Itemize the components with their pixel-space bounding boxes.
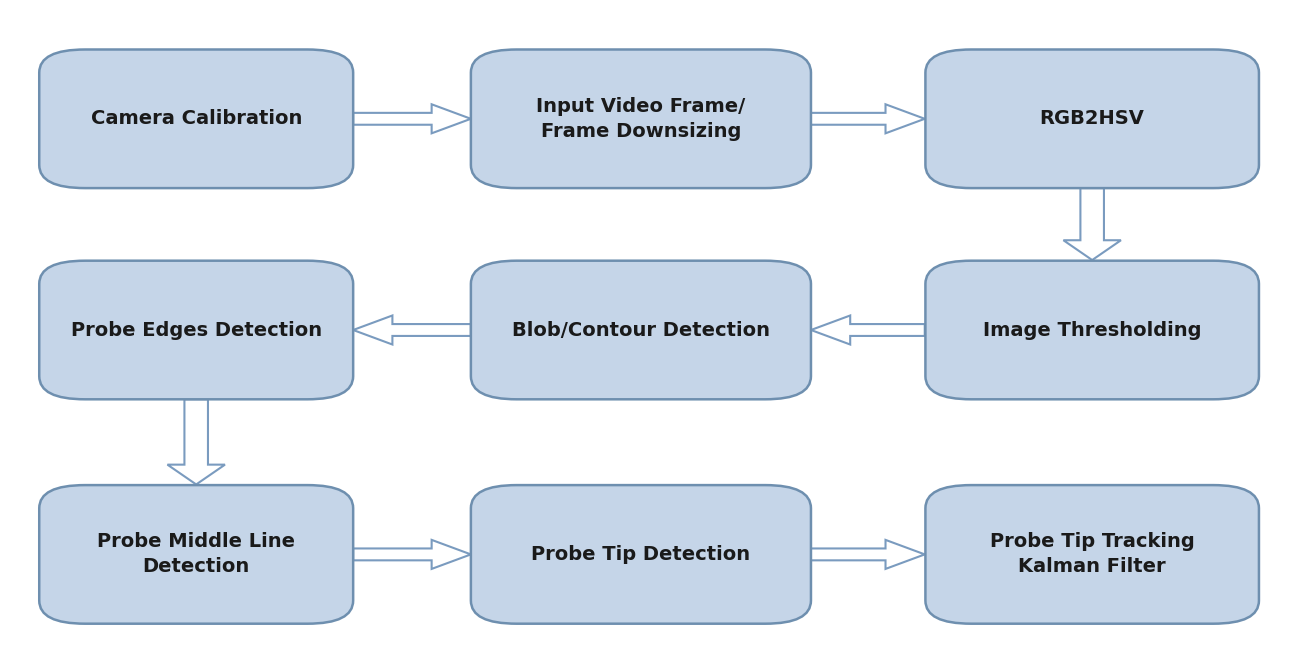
FancyBboxPatch shape	[926, 485, 1258, 624]
Text: RGB2HSV: RGB2HSV	[1040, 110, 1144, 128]
Text: Probe Tip Detection: Probe Tip Detection	[531, 545, 751, 564]
Text: Blob/Contour Detection: Blob/Contour Detection	[511, 321, 770, 339]
Text: Probe Edges Detection: Probe Edges Detection	[71, 321, 322, 339]
Polygon shape	[811, 540, 925, 569]
FancyBboxPatch shape	[926, 261, 1258, 399]
Polygon shape	[1063, 188, 1121, 260]
Polygon shape	[167, 399, 225, 484]
Text: Image Thresholding: Image Thresholding	[982, 321, 1202, 339]
Text: Probe Tip Tracking
Kalman Filter: Probe Tip Tracking Kalman Filter	[990, 533, 1194, 576]
Polygon shape	[353, 104, 471, 133]
FancyBboxPatch shape	[39, 485, 353, 624]
Text: Camera Calibration: Camera Calibration	[90, 110, 302, 128]
Polygon shape	[353, 540, 471, 569]
Text: Input Video Frame/
Frame Downsizing: Input Video Frame/ Frame Downsizing	[536, 97, 746, 141]
FancyBboxPatch shape	[471, 261, 811, 399]
Polygon shape	[811, 104, 925, 133]
Polygon shape	[811, 315, 925, 345]
FancyBboxPatch shape	[39, 50, 353, 188]
FancyBboxPatch shape	[39, 261, 353, 399]
FancyBboxPatch shape	[471, 485, 811, 624]
Polygon shape	[353, 315, 471, 345]
FancyBboxPatch shape	[471, 50, 811, 188]
Text: Probe Middle Line
Detection: Probe Middle Line Detection	[97, 533, 296, 576]
FancyBboxPatch shape	[926, 50, 1258, 188]
